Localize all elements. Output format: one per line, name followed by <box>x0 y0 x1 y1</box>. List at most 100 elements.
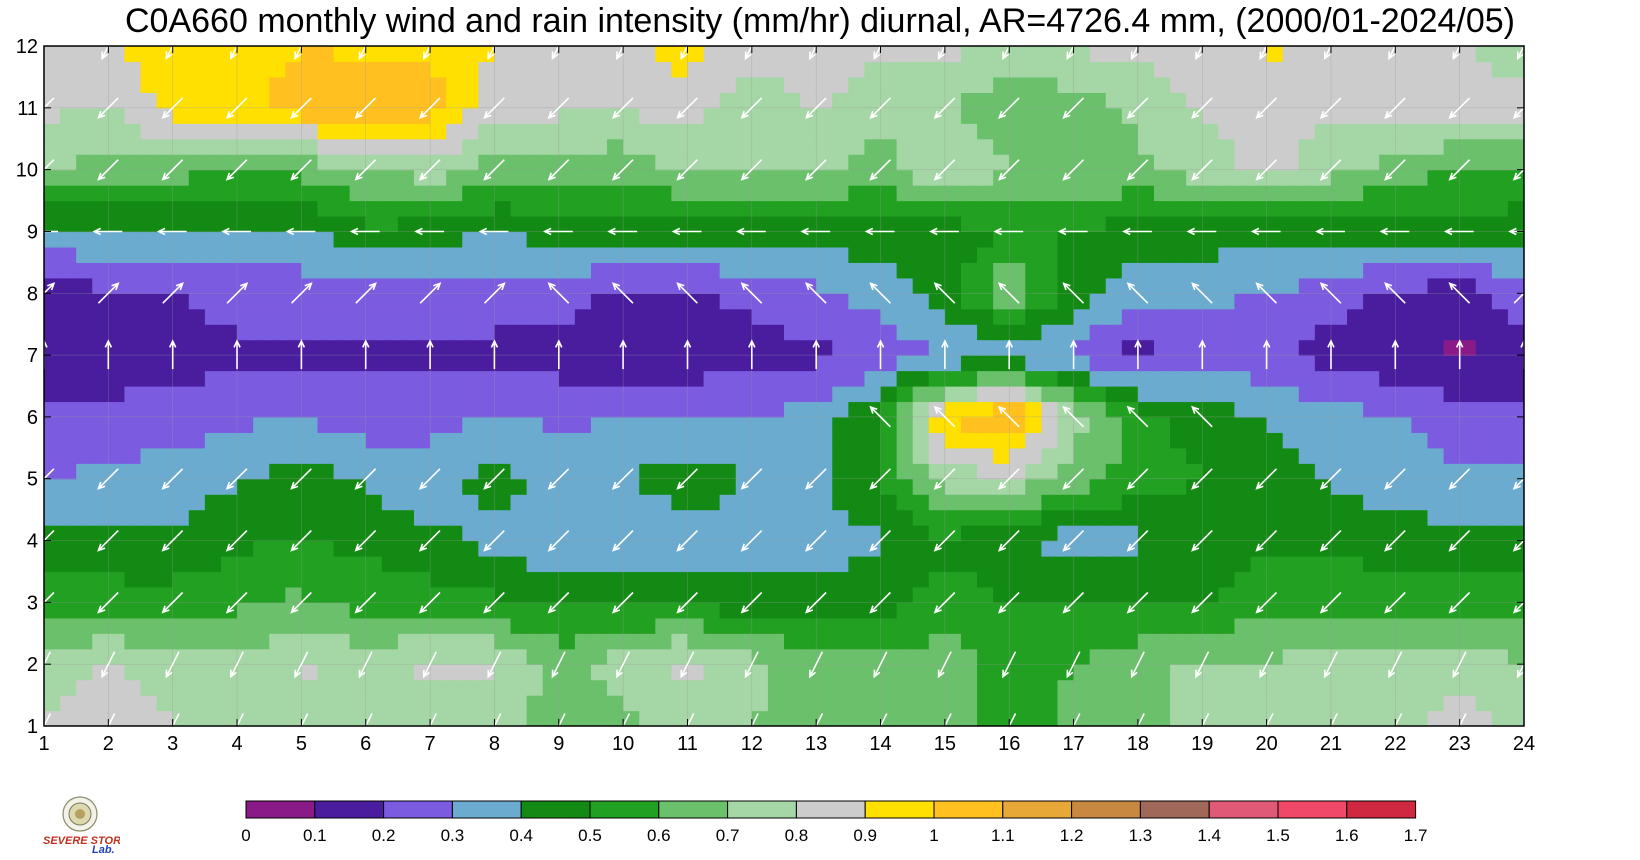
field-cell <box>172 679 190 696</box>
field-cell <box>1025 76 1042 93</box>
field-cell <box>44 246 61 263</box>
field-cell <box>1234 447 1252 464</box>
field-cell <box>558 416 576 433</box>
field-cell <box>671 262 689 279</box>
field-cell <box>848 61 866 78</box>
field-cell <box>237 386 254 403</box>
field-cell <box>735 370 753 387</box>
field-cell <box>1475 61 1493 78</box>
field-cell <box>1041 262 1059 279</box>
field-cell <box>864 231 882 248</box>
field-cell <box>816 355 833 372</box>
field-cell <box>558 602 576 619</box>
field-cell <box>172 61 190 78</box>
field-cell <box>751 540 769 557</box>
field-cell <box>751 138 769 155</box>
field-cell <box>446 416 463 433</box>
field-cell <box>381 107 399 124</box>
field-cell <box>1298 648 1316 665</box>
field-cell <box>590 107 608 124</box>
field-cell <box>1057 633 1075 650</box>
field-cell <box>1282 169 1300 186</box>
field-cell <box>285 370 302 387</box>
field-cell <box>1330 216 1348 233</box>
field-cell <box>687 138 705 155</box>
field-cell <box>1250 617 1268 634</box>
field-cell <box>1411 540 1429 557</box>
field-cell <box>1314 494 1332 511</box>
field-cell <box>1137 355 1155 372</box>
field-cell <box>928 293 946 310</box>
wind-arrow <box>1448 159 1471 181</box>
field-cell <box>1475 664 1493 681</box>
field-cell <box>124 308 142 325</box>
field-cell <box>590 246 608 263</box>
field-cell <box>237 478 254 495</box>
field-cell <box>1218 664 1236 681</box>
field-cell <box>446 277 463 294</box>
field-cell <box>1234 416 1252 433</box>
field-cell <box>800 46 817 63</box>
field-cell <box>108 509 126 526</box>
field-cell <box>1475 138 1493 155</box>
field-cell <box>1266 246 1284 263</box>
field-cell <box>108 216 126 233</box>
field-cell <box>269 293 286 310</box>
field-cell <box>1475 200 1493 217</box>
field-cell <box>430 540 447 557</box>
field-cell <box>623 107 640 124</box>
field-cell <box>735 308 753 325</box>
field-cell <box>317 262 335 279</box>
field-cell <box>365 432 383 449</box>
field-cell <box>333 556 351 573</box>
field-cell <box>269 277 286 294</box>
field-cell <box>1121 154 1139 171</box>
wind-arrow <box>358 651 373 679</box>
field-cell <box>1202 61 1219 78</box>
field-cell <box>590 216 608 233</box>
field-cell <box>960 107 978 124</box>
field-cell <box>1427 617 1445 634</box>
field-cell <box>60 185 77 202</box>
field-cell <box>1137 664 1155 681</box>
field-cell <box>607 617 624 634</box>
field-cell <box>60 556 77 573</box>
field-cell <box>1250 200 1268 217</box>
wind-arrow <box>1443 227 1474 236</box>
field-cell <box>912 339 930 356</box>
field-cell <box>639 556 656 573</box>
field-cell <box>703 200 721 217</box>
field-cell <box>1121 556 1139 573</box>
field-cell <box>896 154 914 171</box>
field-cell <box>864 262 882 279</box>
field-cell <box>816 185 833 202</box>
field-cell <box>124 61 142 78</box>
field-cell <box>333 432 351 449</box>
field-cell <box>735 154 753 171</box>
field-cell <box>397 262 415 279</box>
field-cell <box>349 617 367 634</box>
field-cell <box>655 262 672 279</box>
field-cell <box>1105 617 1123 634</box>
field-cell <box>623 370 640 387</box>
field-cell <box>864 571 882 588</box>
field-cell <box>864 386 882 403</box>
field-cell <box>397 648 415 665</box>
field-cell <box>1089 123 1107 140</box>
wind-arrow <box>1516 46 1524 61</box>
field-cell <box>784 355 801 372</box>
field-cell <box>703 216 721 233</box>
field-cell <box>977 370 994 387</box>
field-cell <box>639 679 656 696</box>
field-cell <box>1266 61 1284 78</box>
field-cell <box>1218 46 1236 63</box>
field-cell <box>1057 308 1075 325</box>
wind-arrow <box>161 530 184 552</box>
field-cell <box>397 679 415 696</box>
field-cell <box>1475 107 1493 124</box>
field-cell <box>1137 602 1155 619</box>
field-cell <box>1250 138 1268 155</box>
field-cell <box>1121 370 1139 387</box>
field-cell <box>1121 76 1139 93</box>
field-cell <box>960 200 978 217</box>
